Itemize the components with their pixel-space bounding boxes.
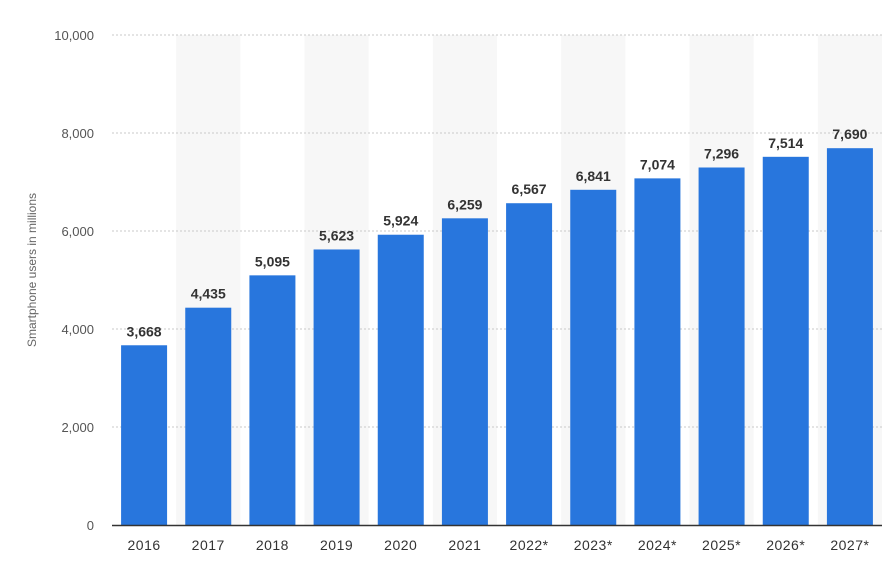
bar-2017[interactable] (185, 307, 232, 525)
x-tick-label: 2018 (256, 537, 289, 553)
x-axis-ticks: 2016 2017 2018 2019 2020 2021 2022* 2023* 2024* 2… (128, 537, 870, 553)
x-tick-label: 2020 (384, 537, 417, 553)
x-tick-label: 2021 (448, 537, 481, 553)
y-axis-title: Smartphone users in millions (25, 193, 39, 347)
bar-2021[interactable] (441, 218, 488, 525)
data-label: 7,074 (640, 156, 675, 172)
x-tick-label: 2024* (638, 537, 677, 553)
data-label: 5,095 (255, 253, 290, 269)
y-tick-label: 8,000 (61, 126, 94, 141)
gridlines (112, 34, 882, 428)
bars (121, 148, 873, 526)
data-label: 6,259 (447, 196, 482, 212)
bar-2020[interactable] (377, 234, 424, 525)
y-axis-ticks: 0 2,000 4,000 6,000 8,000 10,000 (54, 28, 94, 533)
x-tick-label: 2017 (192, 537, 225, 553)
bar-2019[interactable] (313, 249, 360, 525)
bar-2023[interactable] (570, 189, 617, 525)
y-tick-label: 10,000 (54, 28, 94, 43)
y-tick-label: 4,000 (61, 322, 94, 337)
data-label: 7,690 (832, 126, 867, 142)
y-tick-label: 0 (87, 518, 94, 533)
data-label: 5,924 (383, 213, 418, 229)
data-label: 4,435 (191, 286, 226, 302)
data-label: 6,567 (512, 181, 547, 197)
bar-2025[interactable] (698, 167, 745, 525)
data-label: 6,841 (576, 168, 611, 184)
data-label: 3,668 (127, 323, 162, 339)
x-tick-label: 2022* (510, 537, 549, 553)
y-tick-label: 6,000 (61, 224, 94, 239)
x-tick-label: 2016 (128, 537, 161, 553)
data-labels: 3,668 4,435 5,095 5,623 5,924 6,259 6,567 6,841… (127, 126, 868, 339)
data-label: 7,514 (768, 135, 803, 151)
data-label: 7,296 (704, 145, 739, 161)
y-tick-label: 2,000 (61, 420, 94, 435)
x-tick-label: 2019 (320, 537, 353, 553)
bar-2018[interactable] (249, 275, 296, 525)
bar-2027[interactable] (826, 148, 873, 525)
data-label: 5,623 (319, 227, 354, 243)
x-tick-label: 2023* (574, 537, 613, 553)
x-tick-label: 2027* (830, 537, 869, 553)
bar-2024[interactable] (634, 178, 681, 525)
bar-2022[interactable] (506, 203, 553, 526)
bar-2016[interactable] (121, 345, 168, 525)
bar-2026[interactable] (762, 156, 809, 525)
x-tick-label: 2025* (702, 537, 741, 553)
x-tick-label: 2026* (766, 537, 805, 553)
